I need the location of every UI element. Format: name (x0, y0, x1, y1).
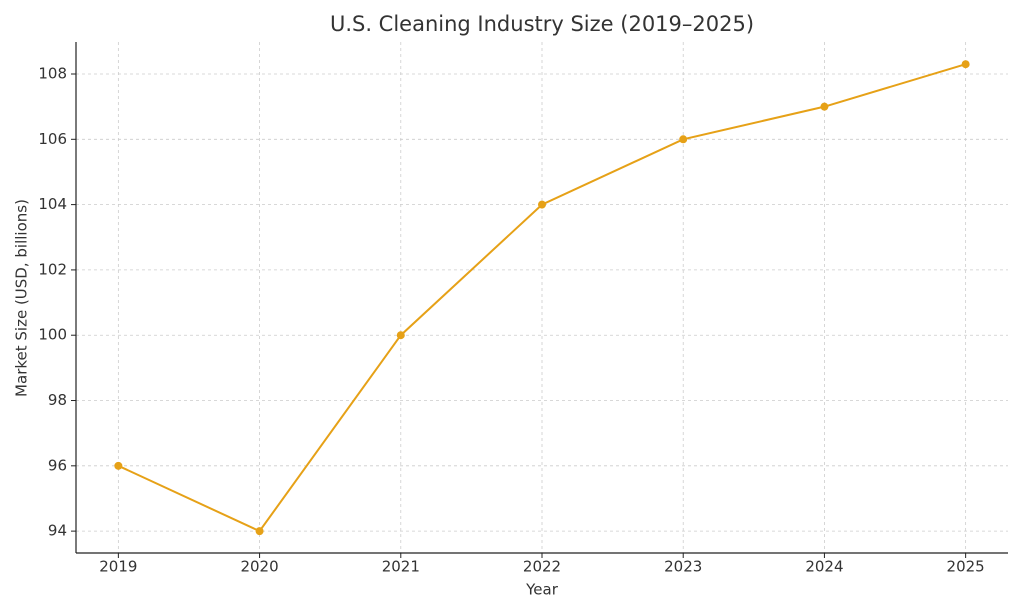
y-tick-label: 104 (38, 195, 67, 213)
x-tick-label: 2021 (382, 558, 420, 576)
point (820, 102, 829, 111)
y-tick-label: 96 (48, 456, 67, 474)
chart-title: U.S. Cleaning Industry Size (2019–2025) (330, 12, 754, 36)
point (114, 461, 123, 470)
y-tick-label: 100 (38, 326, 67, 344)
x-tick-label: 2022 (523, 558, 561, 576)
y-axis-label: Market Size (USD, billions) (13, 199, 31, 397)
x-tick-label: 2023 (664, 558, 702, 576)
point (255, 527, 264, 536)
x-tick-label: 2020 (240, 558, 278, 576)
y-tick-label: 102 (38, 260, 67, 278)
x-axis-label: Year (525, 581, 559, 599)
point (538, 200, 546, 209)
point (961, 60, 970, 69)
point (679, 135, 688, 144)
y-tick-label: 108 (38, 64, 67, 82)
point (396, 331, 405, 340)
y-tick-label: 106 (38, 130, 67, 148)
y-tick-label: 94 (48, 522, 67, 540)
x-tick-label: 2025 (947, 558, 985, 576)
x-tick-label: 2024 (805, 558, 843, 576)
x-tick-label: 2019 (99, 558, 137, 576)
y-tick-label: 98 (48, 391, 67, 409)
